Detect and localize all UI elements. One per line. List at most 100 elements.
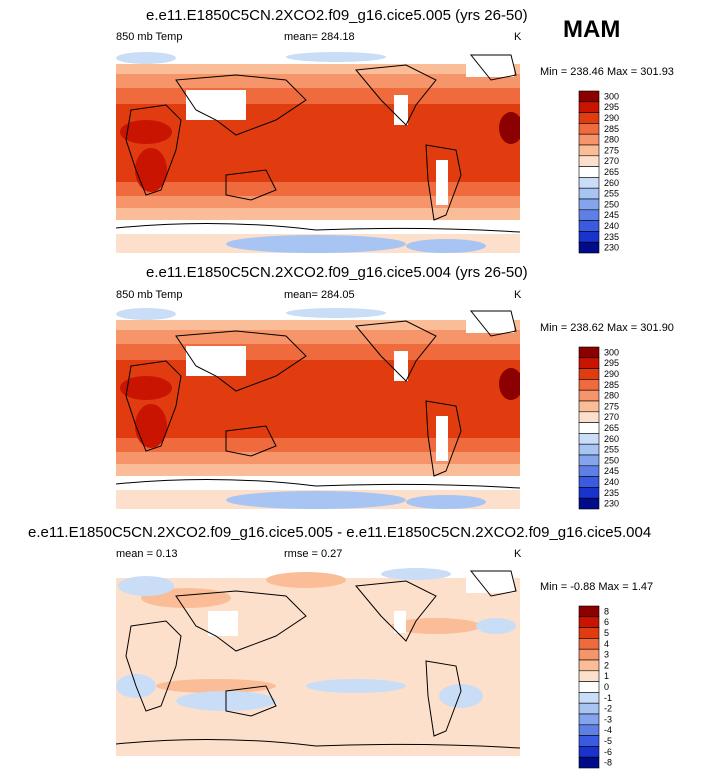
panel-2-colorbar-boxes xyxy=(578,346,600,510)
panel-3-colorbar-box-4 xyxy=(578,648,600,661)
panel-3-minmax-label: Min = -0.88 Max = 1.47 xyxy=(540,581,654,593)
panel-1-colorbar: 3002952902852802752702652602552502452402… xyxy=(578,90,619,254)
panel-2-colorbar-label-13: 235 xyxy=(604,488,619,498)
panel-2-colorbar-box-10 xyxy=(578,454,600,467)
panel-1-colorbar-label-4: 280 xyxy=(604,135,619,145)
panel-1-colorbar-box-6 xyxy=(578,155,600,167)
panel-2-colorbar-box-6 xyxy=(578,411,600,423)
panel-2-colorbar-box-1 xyxy=(578,357,600,369)
panel-3-colorbar-box-6 xyxy=(578,670,600,682)
panel-3-colorbar-label-10: -3 xyxy=(604,714,612,724)
panel-2-colorbar-box-14 xyxy=(578,497,600,510)
panel-3-colorbar-label-5: 2 xyxy=(604,660,609,670)
panel-1-colorbar-label-13: 235 xyxy=(604,232,619,242)
panel-3-colorbar-box-5 xyxy=(578,659,600,672)
panel-3-colorbar-box-2 xyxy=(578,627,600,639)
panel-3-title: e.e11.E1850C5CN.2XCO2.f09_g16.cice5.005 … xyxy=(28,524,652,541)
panel-1-colorbar-box-0 xyxy=(578,90,600,103)
panel-3-colorbar-box-13 xyxy=(578,746,600,758)
panel-1-colorbar-label-5: 275 xyxy=(604,145,619,155)
panel-1-mean-label: mean= 284.18 xyxy=(284,31,355,43)
panel-3-colorbar-box-0 xyxy=(578,605,600,618)
panel-2-map xyxy=(116,306,520,509)
panel-1-colorbar-box-12 xyxy=(578,220,600,232)
panel-1-colorbar-boxes xyxy=(578,90,600,254)
panel-2-colorbar-box-9 xyxy=(578,443,600,456)
panel-2-colorbar-box-7 xyxy=(578,422,600,434)
panel-1-colorbar-label-8: 260 xyxy=(604,178,619,188)
panel-3-colorbar-label-2: 5 xyxy=(604,628,609,638)
panel-3-colorbar-box-7 xyxy=(578,681,600,693)
panel-1-colorbar-label-3: 285 xyxy=(604,124,619,134)
panel-3-colorbar-box-3 xyxy=(578,638,600,650)
panel-1-colorbar-label-1: 295 xyxy=(604,102,619,112)
panel-3-colorbar-box-12 xyxy=(578,735,600,747)
panel-1-colorbar-box-3 xyxy=(578,123,600,135)
panel-1-colorbar-box-11 xyxy=(578,209,600,221)
panel-1-minmax-label: Min = 238.46 Max = 301.93 xyxy=(540,66,674,78)
panel-3-colorbar-box-14 xyxy=(578,756,600,769)
panel-1-colorbar-box-10 xyxy=(578,198,600,211)
panel-3-colorbar-label-1: 6 xyxy=(604,617,609,627)
panel-2-colorbar-label-9: 255 xyxy=(604,445,619,455)
panel-3-colorbar-boxes xyxy=(578,605,600,769)
panel-2-colorbar-box-11 xyxy=(578,465,600,477)
panel-2-title: e.e11.E1850C5CN.2XCO2.f09_g16.cice5.004 … xyxy=(146,264,528,281)
panel-2-colorbar-label-7: 265 xyxy=(604,423,619,433)
panel-3-map xyxy=(116,566,520,769)
panel-1-colorbar-label-14: 230 xyxy=(604,243,619,253)
panel-1-colorbar-box-1 xyxy=(578,101,600,113)
panel-3-colorbar-label-8: -1 xyxy=(604,693,612,703)
panel-2-colorbar-box-2 xyxy=(578,368,600,380)
panel-2-colorbar-box-3 xyxy=(578,379,600,391)
panel-3-rmse-label: rmse = 0.27 xyxy=(284,548,343,560)
panel-3-colorbar-box-11 xyxy=(578,724,600,736)
panel-1-colorbar-box-13 xyxy=(578,231,600,243)
panel-2-colorbar-box-8 xyxy=(578,433,600,445)
panel-1-colorbar-box-14 xyxy=(578,241,600,254)
panel-2-colorbar-label-1: 295 xyxy=(604,358,619,368)
panel-3-colorbar-label-6: 1 xyxy=(604,671,609,681)
panel-2-colorbar-label-8: 260 xyxy=(604,434,619,444)
panel-2-colorbar-box-0 xyxy=(578,346,600,359)
panel-1-variable-label: 850 mb Temp xyxy=(116,31,183,43)
panel-3-mean-label: mean = 0.13 xyxy=(116,548,178,560)
panel-1-colorbar-label-0: 300 xyxy=(604,91,619,101)
panel-1-colorbar-label-10: 250 xyxy=(604,199,619,209)
panel-3-colorbar-label-3: 4 xyxy=(604,639,609,649)
panel-2-colorbar-label-4: 280 xyxy=(604,391,619,401)
panel-2-colorbar-labels: 3002952902852802752702652602552502452402… xyxy=(604,347,619,508)
panel-1-colorbar-label-7: 265 xyxy=(604,167,619,177)
panel-3-colorbar-label-13: -6 xyxy=(604,747,612,757)
panel-3-colorbar-label-7: 0 xyxy=(604,682,609,692)
panel-1-colorbar-label-9: 255 xyxy=(604,189,619,199)
panel-1-units-label: K xyxy=(514,31,522,43)
panel-1-colorbar-box-5 xyxy=(578,144,600,157)
panel-2-colorbar-label-12: 240 xyxy=(604,477,619,487)
panel-2-colorbar-label-6: 270 xyxy=(604,412,619,422)
panel-1-colorbar-box-9 xyxy=(578,187,600,200)
panel-2-colorbar-label-5: 275 xyxy=(604,401,619,411)
panel-2-minmax-label: Min = 238.62 Max = 301.90 xyxy=(540,322,674,334)
panel-1-colorbar-box-7 xyxy=(578,166,600,178)
panel-1-colorbar-label-12: 240 xyxy=(604,221,619,231)
panel-2-colorbar-box-5 xyxy=(578,400,600,413)
panel-3-units-label: K xyxy=(514,548,522,560)
season-label: MAM xyxy=(563,16,621,43)
panel-3-colorbar-label-11: -4 xyxy=(604,725,612,735)
panel-1-map xyxy=(116,50,520,253)
panel-2-colorbar-label-2: 290 xyxy=(604,369,619,379)
panel-1-colorbar-labels: 3002952902852802752702652602552502452402… xyxy=(604,91,619,252)
panel-3-colorbar-box-1 xyxy=(578,616,600,628)
panel-2-mean-label: mean= 284.05 xyxy=(284,289,355,301)
panel-3-colorbar-label-4: 3 xyxy=(604,650,609,660)
panel-2-colorbar-box-13 xyxy=(578,487,600,499)
panel-3-colorbar-box-9 xyxy=(578,702,600,715)
panel-2-colorbar: 3002952902852802752702652602552502452402… xyxy=(578,346,619,510)
panel-1-title: e.e11.E1850C5CN.2XCO2.f09_g16.cice5.005 … xyxy=(146,7,528,24)
panel-1-colorbar-label-2: 290 xyxy=(604,113,619,123)
panel-2-colorbar-label-10: 250 xyxy=(604,455,619,465)
panel-2-colorbar-label-0: 300 xyxy=(604,347,619,357)
